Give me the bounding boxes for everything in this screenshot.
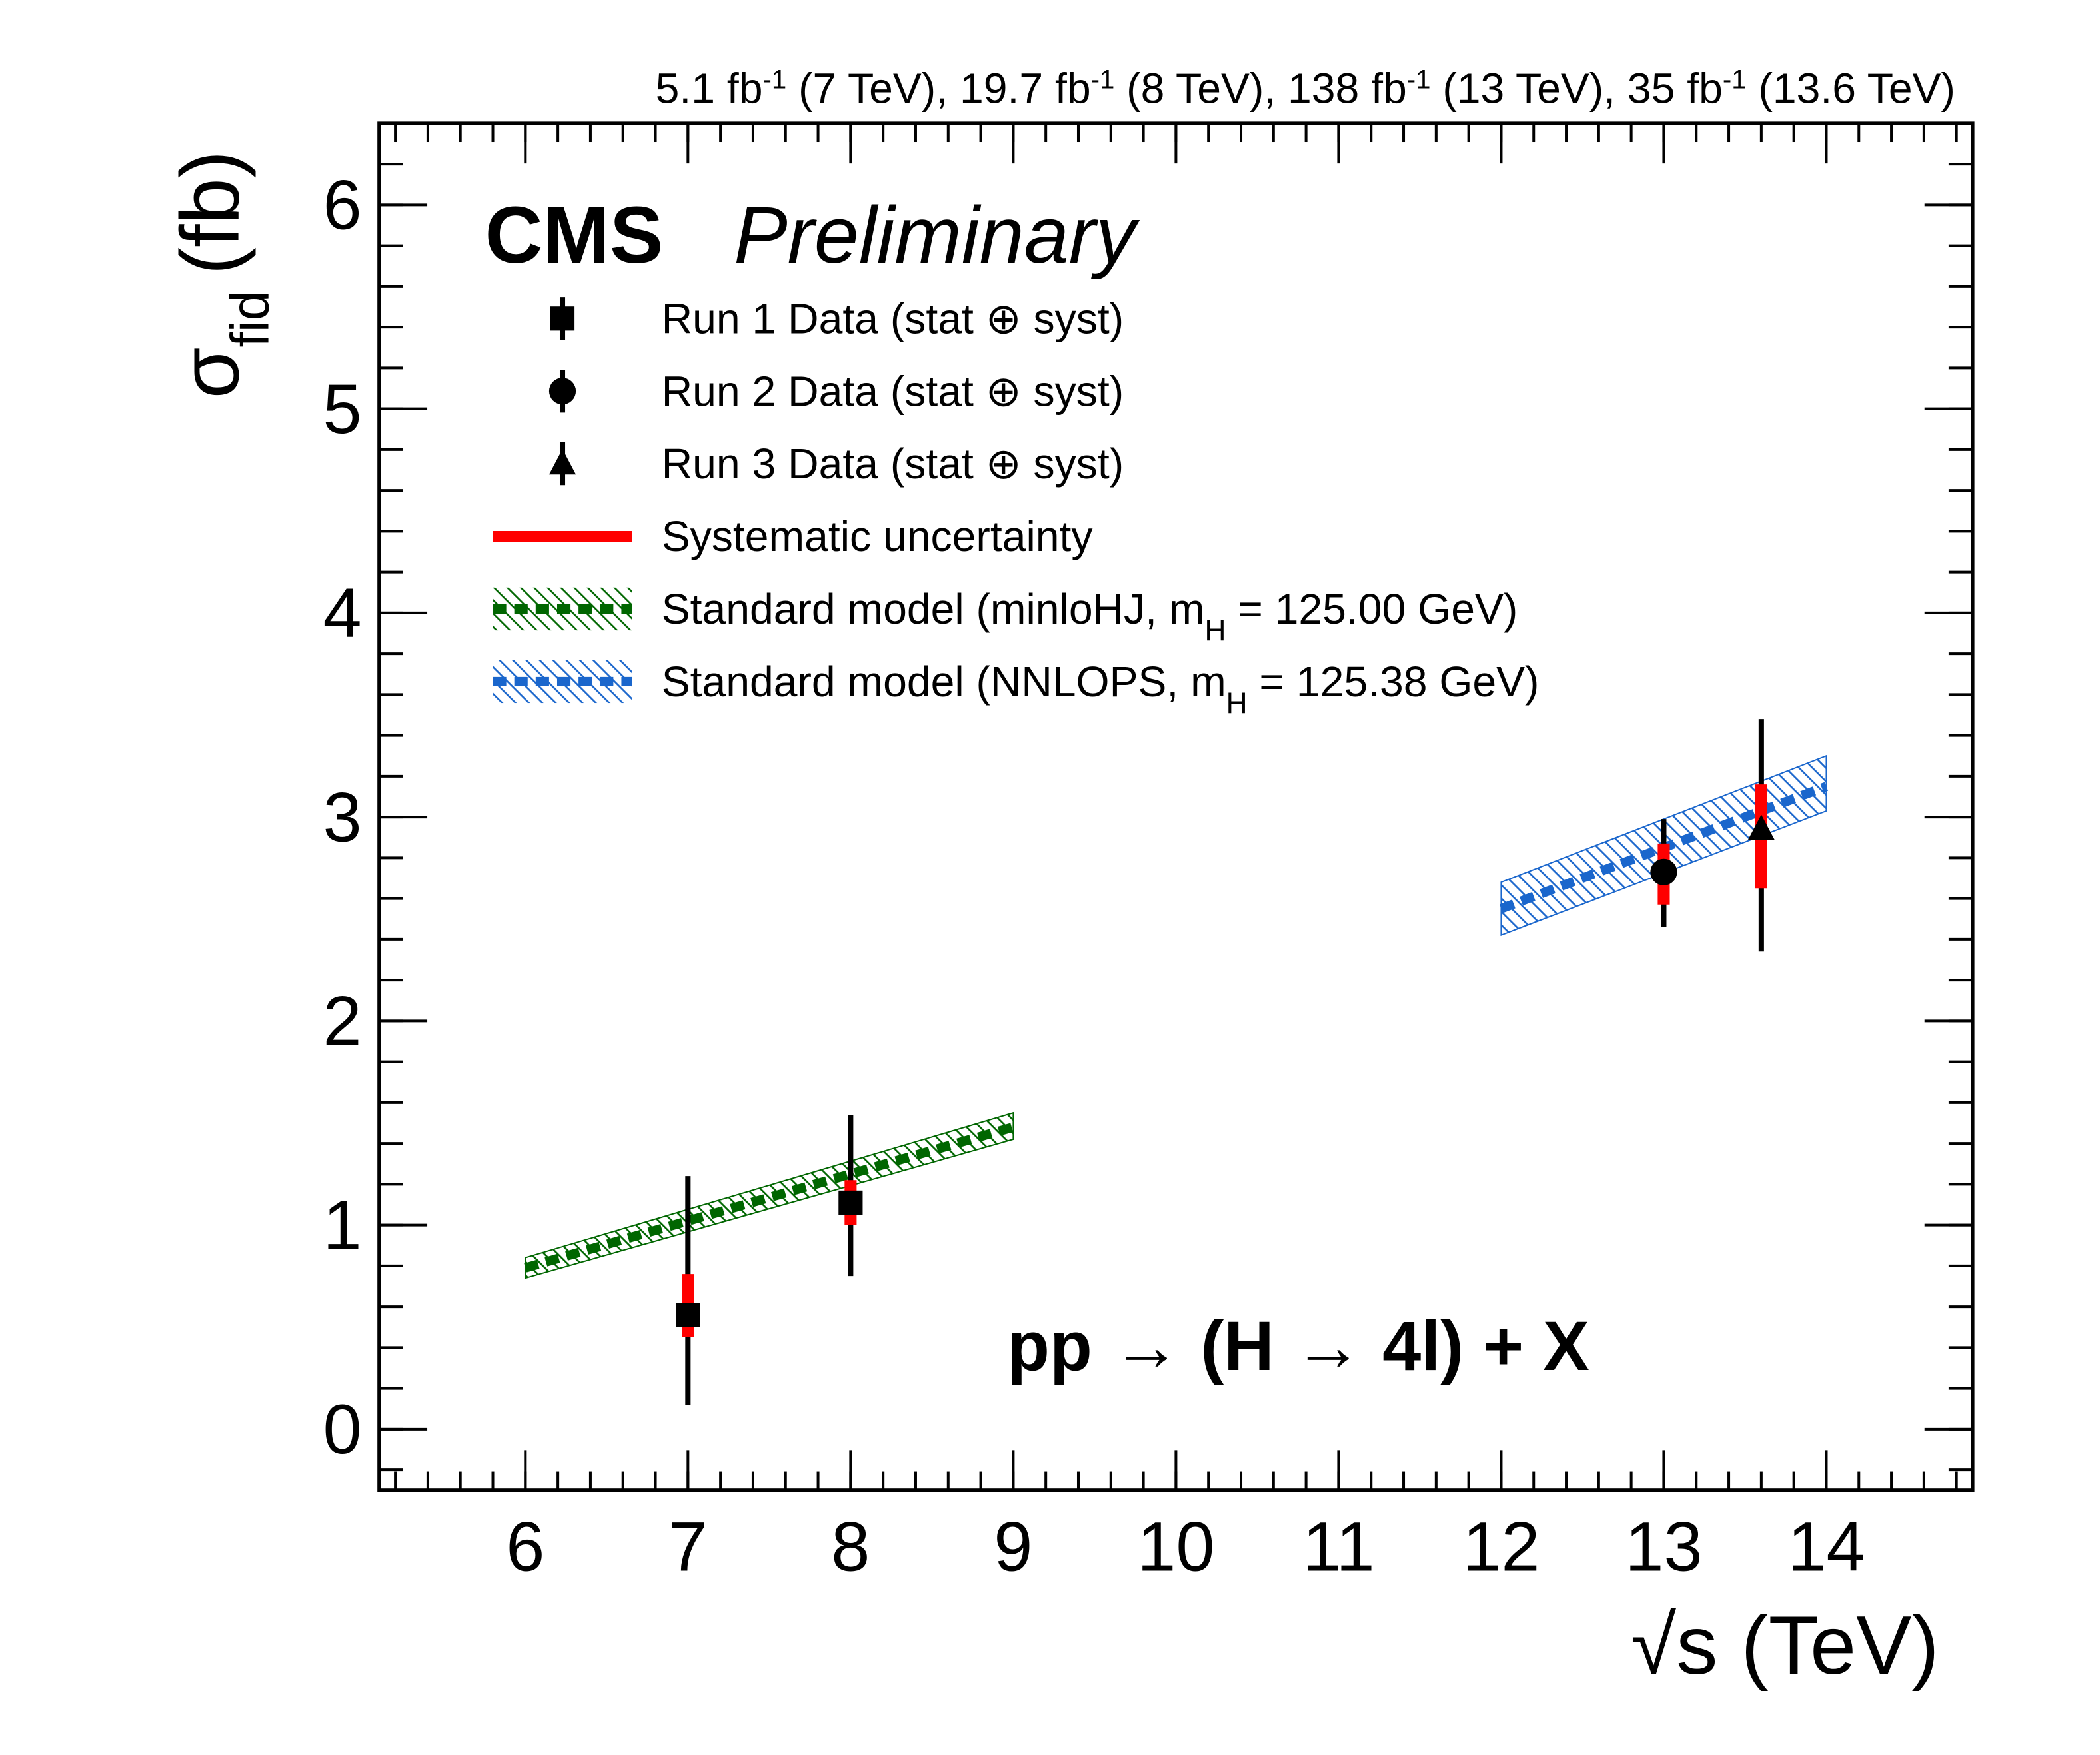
y-tick-label: 3 bbox=[323, 778, 361, 856]
x-tick-label: 10 bbox=[1137, 1508, 1214, 1586]
y-tick-label: 4 bbox=[323, 574, 361, 652]
legend-label-part: = 125.00 GeV) bbox=[1226, 585, 1518, 633]
lumi-part: -1 bbox=[1407, 64, 1431, 94]
x-tick-label: 9 bbox=[994, 1508, 1032, 1586]
lumi-label: 5.1 fb-1 (7 TeV), 19.7 fb-1 (8 TeV), 138… bbox=[656, 64, 1955, 113]
data-point bbox=[550, 306, 575, 331]
y-tick-label: 0 bbox=[323, 1391, 361, 1468]
data-point bbox=[548, 449, 576, 475]
lumi-part: (13.6 TeV) bbox=[1747, 65, 1955, 113]
legend-label-part: = 125.38 GeV) bbox=[1248, 658, 1540, 706]
x-tick-label: 13 bbox=[1625, 1508, 1702, 1586]
legend-label: Standard model (minloHJ, mH = 125.00 GeV… bbox=[662, 585, 1518, 647]
data-point bbox=[1650, 858, 1677, 885]
x-tick-label: 12 bbox=[1462, 1508, 1540, 1586]
data-point bbox=[548, 378, 576, 405]
lumi-part: (7 TeV), 19.7 fb bbox=[786, 65, 1090, 113]
x-tick-label: 11 bbox=[1302, 1508, 1374, 1586]
y-axis-label: σfid (fb) bbox=[164, 151, 281, 399]
legend-label-part: Standard model (NNLOPS, m bbox=[662, 658, 1226, 706]
y-label-sub: fid bbox=[221, 291, 281, 348]
data-point bbox=[838, 1190, 863, 1215]
y-tick-label: 1 bbox=[323, 1187, 361, 1265]
x-tick-label: 7 bbox=[668, 1508, 707, 1586]
legend-label-sub: H bbox=[1204, 614, 1226, 647]
legend-label-part: Standard model (minloHJ, m bbox=[662, 585, 1205, 633]
x-tick-label: 14 bbox=[1787, 1508, 1865, 1586]
data-point bbox=[1747, 814, 1775, 840]
legend-label-sub: H bbox=[1226, 686, 1248, 719]
y-tick-label: 6 bbox=[323, 167, 361, 245]
process-label: pp → (H → 4l) + X bbox=[1007, 1307, 1589, 1385]
y-label-unit: (fb) bbox=[164, 151, 257, 275]
preliminary-label: Preliminary bbox=[734, 190, 1140, 280]
y-label-symbol: σ bbox=[164, 347, 257, 398]
y-tick-label: 2 bbox=[323, 983, 361, 1061]
lumi-part: -1 bbox=[1091, 64, 1115, 94]
y-tick-label: 5 bbox=[323, 370, 361, 448]
x-tick-label: 8 bbox=[831, 1508, 870, 1586]
x-tick-label: 6 bbox=[506, 1508, 544, 1586]
sm-band bbox=[525, 1111, 1014, 1279]
lumi-part: 5.1 fb bbox=[656, 65, 763, 113]
legend-label: Standard model (NNLOPS, mH = 125.38 GeV) bbox=[662, 658, 1540, 720]
legend-label: Run 1 Data (stat ⊕ syst) bbox=[662, 294, 1124, 342]
lumi-part: (8 TeV), 138 fb bbox=[1114, 65, 1406, 113]
legend-label: Run 2 Data (stat ⊕ syst) bbox=[662, 367, 1124, 415]
legend-label: Run 3 Data (stat ⊕ syst) bbox=[662, 440, 1124, 488]
lumi-part: -1 bbox=[1723, 64, 1747, 94]
legend-label: Systematic uncertainty bbox=[662, 512, 1094, 560]
lumi-part: (13 TeV), 35 fb bbox=[1430, 65, 1722, 113]
cms-label: CMS bbox=[485, 190, 663, 280]
x-axis-label: √s (TeV) bbox=[1631, 1599, 1939, 1692]
lumi-part: -1 bbox=[763, 64, 787, 94]
data-point bbox=[676, 1303, 700, 1327]
